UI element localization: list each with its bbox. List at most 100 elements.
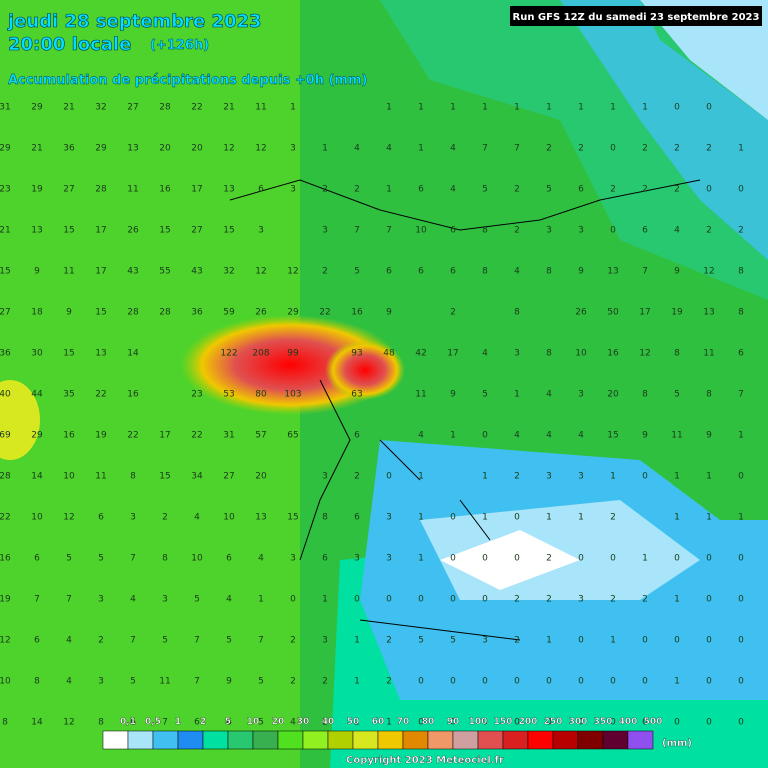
grid-value: 1 — [674, 472, 680, 482]
legend-label: 90 — [447, 717, 460, 727]
grid-value: 11 — [95, 472, 106, 482]
grid-value: 5 — [194, 595, 200, 605]
grid-value: 22 — [191, 103, 202, 113]
grid-value: 6 — [34, 636, 40, 646]
grid-value: 0 — [706, 185, 712, 195]
grid-value: 3 — [98, 677, 104, 687]
grid-value: 30 — [31, 349, 43, 359]
grid-value: 57 — [255, 431, 266, 441]
grid-value: 1 — [578, 103, 584, 113]
grid-value: 5 — [258, 677, 264, 687]
legend-swatch — [427, 730, 454, 750]
grid-value: 1 — [738, 513, 744, 523]
grid-value: 16 — [351, 308, 363, 318]
grid-value: 1 — [290, 103, 296, 113]
legend-label: 70 — [397, 717, 410, 727]
time-title: 20:00 locale — [8, 34, 131, 55]
grid-value: 40 — [0, 390, 11, 400]
legend-swatch — [602, 730, 629, 750]
grid-value: 28 — [127, 308, 139, 318]
legend-label: 80 — [422, 717, 435, 727]
grid-value: 4 — [514, 267, 520, 277]
grid-value: 208 — [252, 349, 269, 359]
grid-value: 7 — [642, 267, 648, 277]
grid-value: 1 — [386, 718, 392, 728]
grid-value: 15 — [287, 513, 298, 523]
grid-value: 2 — [642, 595, 648, 605]
grid-value: 8 — [546, 267, 552, 277]
grid-value: 1 — [610, 636, 616, 646]
rain-area — [325, 340, 405, 400]
grid-value: 4 — [386, 144, 392, 154]
grid-value: 14 — [31, 472, 43, 482]
grid-value: 4 — [418, 431, 424, 441]
grid-value: 11 — [127, 185, 138, 195]
grid-value: 22 — [95, 390, 106, 400]
grid-value: 17 — [95, 226, 106, 236]
grid-value: 0 — [514, 554, 520, 564]
legend-swatch — [377, 730, 404, 750]
legend-swatch — [527, 730, 554, 750]
grid-value: 6 — [34, 554, 40, 564]
grid-value: 2 — [578, 144, 584, 154]
grid-value: 13 — [607, 267, 618, 277]
grid-value: 28 — [159, 308, 171, 318]
rain-area — [0, 380, 40, 460]
grid-value: 1 — [514, 103, 520, 113]
grid-value: 0 — [738, 595, 744, 605]
grid-value: 13 — [127, 144, 138, 154]
legend-swatch — [152, 730, 179, 750]
value-grid: 31 29 21 32 27 28 22 21 11 1 1 1 1 1 1 1 1 1 1 0 029 21 36 29 13… — [0, 103, 744, 728]
legend-swatch — [577, 730, 604, 750]
grid-value: 3 — [98, 595, 104, 605]
grid-value: 21 — [63, 103, 74, 113]
grid-value: 26 — [575, 308, 587, 318]
grid-value: 3 — [578, 595, 584, 605]
grid-value: 4 — [674, 226, 680, 236]
grid-value: 3 — [578, 472, 584, 482]
grid-value: 22 — [127, 431, 138, 441]
legend-label: 2 — [200, 717, 206, 727]
grid-value: 8 — [514, 308, 520, 318]
grid-value: 4 — [482, 349, 488, 359]
grid-value: 2 — [162, 513, 168, 523]
grid-value: 15 — [159, 472, 170, 482]
grid-value: 4 — [66, 677, 72, 687]
grid-value: 15 — [95, 308, 106, 318]
grid-value: 2 — [610, 595, 616, 605]
grid-value: 0 — [738, 718, 744, 728]
legend-label: 0,5 — [145, 717, 161, 727]
grid-value: 0 — [450, 513, 456, 523]
legend-label: 10 — [247, 717, 260, 727]
border-line — [229, 179, 701, 641]
grid-value: 11 — [255, 103, 266, 113]
grid-value: 8 — [738, 267, 744, 277]
legend-swatch — [252, 730, 279, 750]
grid-value: 4 — [290, 718, 296, 728]
grid-value: 6 — [130, 718, 136, 728]
grid-value: 3 — [578, 226, 584, 236]
grid-value: 4 — [194, 513, 200, 523]
grid-value: 0 — [450, 554, 456, 564]
grid-value: 21 — [0, 226, 11, 236]
grid-value: 28 — [0, 472, 11, 482]
grid-value: 8 — [98, 718, 104, 728]
grid-value: 20 — [159, 144, 171, 154]
grid-value: 4 — [354, 144, 360, 154]
grid-value: 10 — [223, 513, 235, 523]
grid-value: 3 — [322, 636, 328, 646]
grid-value: 1 — [642, 554, 648, 564]
run-box — [510, 6, 762, 26]
legend-label: 200 — [519, 717, 538, 727]
grid-value: 0 — [354, 595, 360, 605]
grid-value: 10 — [415, 226, 427, 236]
grid-value: 0 — [578, 718, 584, 728]
grid-value: 8 — [130, 472, 136, 482]
grid-value: 2 — [322, 718, 328, 728]
grid-value: 0 — [610, 677, 616, 687]
grid-value: 27 — [191, 226, 202, 236]
grid-value: 7 — [66, 595, 72, 605]
grid-value: 0 — [450, 595, 456, 605]
grid-value: 0 — [546, 677, 552, 687]
grid-value: 103 — [284, 390, 301, 400]
